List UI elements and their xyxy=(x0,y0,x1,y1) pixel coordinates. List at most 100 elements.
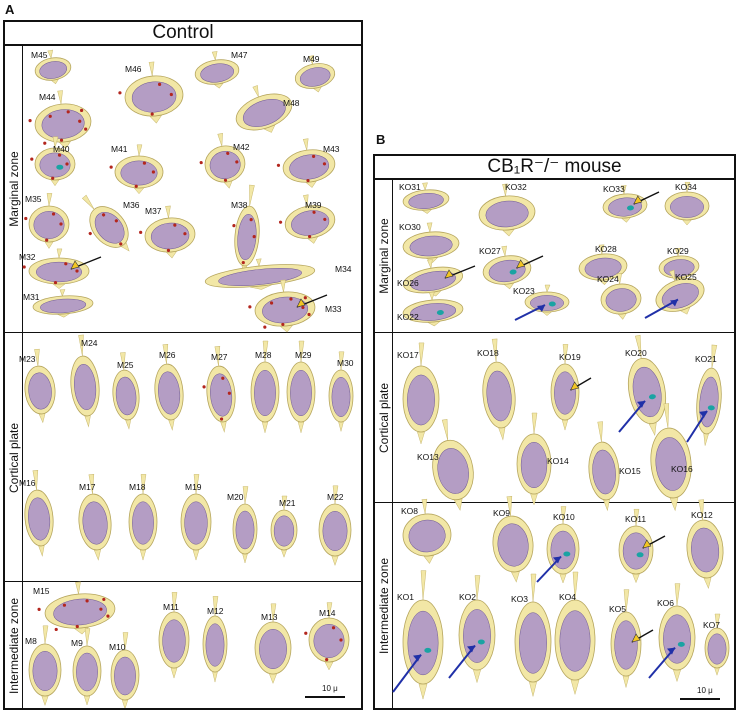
nucleus xyxy=(33,211,65,239)
blue-arrow-line xyxy=(392,654,422,693)
nucleus xyxy=(410,270,456,292)
cell-label: KO33 xyxy=(603,184,625,194)
red-puncta xyxy=(101,213,106,217)
nucleus xyxy=(437,448,469,494)
nucleus xyxy=(486,370,512,422)
cell-label: KO9 xyxy=(493,508,511,518)
red-puncta xyxy=(223,178,228,182)
cell-process xyxy=(192,549,200,561)
nucleus xyxy=(408,193,444,209)
cell-process xyxy=(530,493,538,506)
red-puncta xyxy=(88,231,92,236)
cell-reconstruction xyxy=(664,181,710,226)
cell-reconstruction xyxy=(492,496,534,583)
cell-label: M17 xyxy=(79,482,96,492)
cell-reconstruction xyxy=(578,244,628,285)
cell-label: KO12 xyxy=(691,510,713,520)
cell-reconstruction xyxy=(482,338,516,441)
nucleus xyxy=(273,515,295,547)
cell-process xyxy=(498,427,506,441)
cell-process xyxy=(44,241,54,249)
section-intermediate-zone-b: Intermediate zone xyxy=(375,502,734,709)
nucleus xyxy=(485,200,529,228)
cell-process xyxy=(530,573,537,603)
cell-label: M14 xyxy=(319,608,336,618)
red-puncta xyxy=(66,110,70,114)
cell-process xyxy=(139,549,147,562)
nucleus xyxy=(519,612,547,674)
red-puncta xyxy=(85,599,89,603)
cell-reconstruction xyxy=(658,583,696,683)
red-puncta xyxy=(151,170,155,174)
red-puncta xyxy=(114,219,118,223)
red-puncta xyxy=(304,631,308,635)
red-puncta xyxy=(57,153,62,157)
blue-arrow-icon xyxy=(467,645,475,653)
cell-process xyxy=(162,344,169,365)
yellow-arrow-icon xyxy=(516,259,526,269)
cell-reconstruction xyxy=(402,342,440,445)
cell-label: M13 xyxy=(261,612,278,622)
nucleus xyxy=(132,501,154,545)
cell-label: M33 xyxy=(325,304,342,314)
cell-reconstruction xyxy=(402,570,444,701)
nucleus xyxy=(28,497,51,541)
cell-process xyxy=(603,499,610,512)
cell-label: KO24 xyxy=(597,274,619,284)
red-puncta xyxy=(78,119,82,123)
cell-label: M37 xyxy=(145,206,162,216)
nucleus xyxy=(205,623,225,667)
cell-reconstruction xyxy=(78,474,112,561)
nucleus xyxy=(408,519,446,553)
cell-reconstruction xyxy=(70,334,100,428)
cell-process xyxy=(714,613,721,629)
cell-process xyxy=(170,667,178,679)
cell-process xyxy=(663,403,670,429)
cell-reconstruction xyxy=(704,613,730,676)
nucleus xyxy=(290,369,312,417)
red-puncta xyxy=(84,127,88,131)
red-puncta xyxy=(109,165,113,169)
cell-process xyxy=(427,259,433,270)
cell-process xyxy=(616,273,623,285)
cell-process xyxy=(675,247,681,257)
cell-label: M41 xyxy=(111,144,128,154)
cell-reconstruction xyxy=(109,144,164,195)
cell-label: M35 xyxy=(25,194,42,204)
red-puncta xyxy=(51,212,56,216)
red-puncta xyxy=(278,220,283,224)
cell-label: KO3 xyxy=(511,594,529,604)
yellow-arrow-icon xyxy=(570,381,580,391)
cell-process xyxy=(140,474,147,495)
cell-label: M31 xyxy=(23,292,40,302)
cell-process xyxy=(125,419,132,430)
yellow-arrow-icon xyxy=(631,633,641,643)
cell-process xyxy=(252,85,259,98)
red-puncta xyxy=(312,210,316,214)
cell-label: M18 xyxy=(129,482,146,492)
cell-process xyxy=(623,589,630,613)
nucleus xyxy=(299,67,331,87)
cell-label: M43 xyxy=(323,144,340,154)
cell-process xyxy=(136,144,143,157)
cell-reconstruction xyxy=(158,592,190,679)
nucleus xyxy=(114,656,136,696)
cell-reconstruction xyxy=(270,495,298,558)
cell-reconstruction xyxy=(286,340,316,434)
nucleus xyxy=(331,376,351,418)
nucleus xyxy=(670,196,704,218)
cyan-puncta xyxy=(648,394,656,400)
cell-process xyxy=(598,244,605,255)
cell-process xyxy=(441,418,449,441)
cell-process xyxy=(121,699,129,708)
red-puncta xyxy=(64,262,68,266)
red-puncta xyxy=(303,296,307,300)
cell-reconstruction xyxy=(610,589,642,689)
panel-b-frame: Marginal zone Cortical plate Intermediat… xyxy=(373,178,736,710)
cell-label: M16 xyxy=(19,478,36,488)
cell-label: KO11 xyxy=(625,514,647,524)
red-puncta xyxy=(28,119,32,123)
cell-reconstruction xyxy=(235,85,293,133)
cell-label: M30 xyxy=(337,358,354,368)
red-puncta xyxy=(102,597,106,602)
